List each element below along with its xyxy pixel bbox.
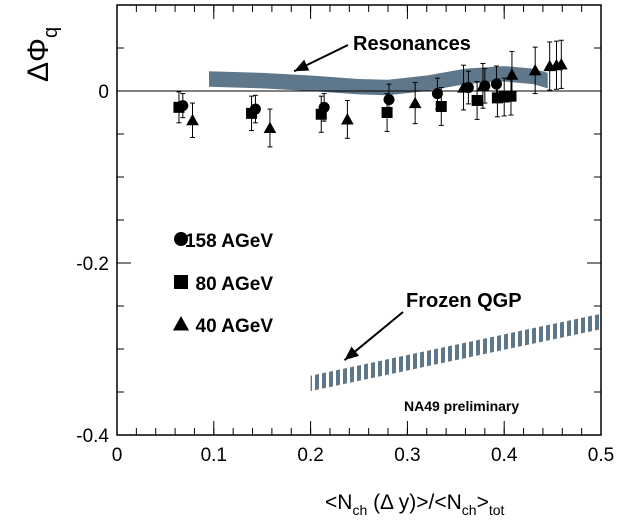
- x-tick-label: 0: [112, 445, 123, 466]
- legend: 158 AGeV 80 AGeV 40 AGeV: [172, 231, 274, 337]
- y-tick-label: -0.4: [76, 426, 109, 447]
- x-axis-title: <Nch (Δ y)>/<Nch>tot: [325, 491, 505, 518]
- data-point-square: [315, 108, 327, 120]
- legend-label: 158 AGeV: [185, 231, 273, 252]
- data-point-circle: [431, 88, 443, 100]
- resonances-arrow-head: [294, 59, 310, 72]
- legend-marker-triangle: [172, 315, 190, 331]
- data-point-square: [498, 91, 510, 103]
- y-axis-title: ΔΦq: [22, 27, 62, 82]
- data-point-triangle: [408, 96, 422, 109]
- data-point-triangle: [554, 58, 568, 70]
- frozen-qgp-label: Frozen QGP: [406, 290, 522, 312]
- y-tick-label: 0: [98, 82, 109, 103]
- data-point-square: [491, 92, 503, 104]
- data-point-square: [246, 107, 258, 119]
- legend-marker-square: [174, 275, 188, 289]
- data-point-square: [173, 101, 185, 113]
- data-point-square: [381, 107, 393, 118]
- frozen-qgp-arrow-head: [344, 346, 360, 361]
- x-tick-label: 0.3: [394, 445, 420, 466]
- data-point-triangle: [263, 121, 277, 134]
- data-point-triangle: [341, 113, 354, 125]
- x-tick-label: 0.5: [588, 445, 614, 466]
- x-tick-label: 0.4: [491, 445, 518, 466]
- data-point-triangle: [476, 79, 490, 91]
- na49-preliminary-note: NA49 preliminary: [404, 398, 519, 414]
- legend-label: 40 AGeV: [196, 316, 274, 337]
- data-point-square: [505, 90, 517, 102]
- annotation-layer: Resonances Frozen QGP NA49 preliminary: [293, 33, 522, 414]
- frozen-qgp-band: [310, 313, 601, 392]
- data-point-triangle: [528, 64, 542, 76]
- data-point-circle: [490, 78, 502, 90]
- ticks-layer: [116, 4, 602, 436]
- x-tick-label: 0.1: [201, 445, 227, 466]
- bands-layer: [209, 66, 601, 392]
- data-point-circle: [383, 94, 395, 106]
- data-point-square: [471, 94, 483, 106]
- data-point-triangle: [186, 113, 199, 126]
- data-point-triangle: [457, 81, 470, 93]
- resonances-label: Resonances: [353, 33, 471, 55]
- data-point-triangle: [505, 68, 519, 80]
- x-tick-label: 0.2: [297, 445, 323, 466]
- legend-marker-circle: [174, 232, 188, 246]
- tick-labels-layer: 0 0.1 0.2 0.3 0.4 0.5 -0.4 -0.2 0: [76, 82, 614, 466]
- y-tick-label: -0.2: [76, 254, 109, 275]
- legend-label: 80 AGeV: [196, 274, 274, 295]
- data-point-square: [435, 100, 447, 112]
- data-points-layer: [173, 39, 568, 148]
